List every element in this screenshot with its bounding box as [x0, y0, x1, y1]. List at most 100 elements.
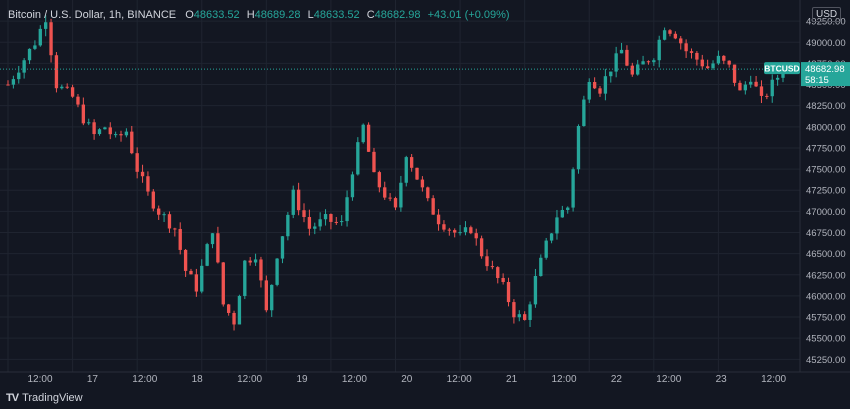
candle-body	[711, 63, 715, 69]
candle-body	[334, 221, 338, 223]
candle-body	[399, 182, 403, 208]
close-value: 48682.98	[374, 9, 421, 21]
candle-body	[598, 88, 602, 94]
candle-body	[140, 171, 145, 177]
candle-body	[17, 72, 21, 80]
candle-body	[157, 208, 161, 215]
price-tick-label: 47750.00	[806, 143, 846, 154]
tradingview-logo-icon: TV	[6, 392, 19, 404]
candle-body	[587, 82, 591, 100]
candle-body	[200, 265, 204, 292]
candle-body	[119, 134, 123, 136]
time-tick-label: 20	[401, 374, 413, 385]
candle-body	[775, 77, 780, 80]
candle-body	[705, 66, 710, 69]
candle-body	[657, 39, 661, 61]
candle-body	[646, 61, 651, 63]
candle-body	[135, 153, 139, 172]
candle-body	[237, 295, 242, 325]
change-value: +43.01 (+0.09%)	[427, 9, 510, 21]
price-tick-label: 45250.00	[806, 355, 846, 366]
candle-body	[108, 127, 112, 135]
time-tick-label: 23	[716, 374, 728, 385]
time-tick-label: 18	[192, 374, 204, 385]
candle-body	[522, 314, 527, 320]
candle-body	[167, 214, 172, 229]
candle-body	[689, 51, 694, 53]
candle-body	[372, 151, 376, 173]
time-tick-label: 12:00	[761, 374, 786, 385]
candle-body	[22, 60, 26, 73]
candle-body	[636, 64, 640, 75]
candle-body	[738, 82, 742, 91]
symbol-tag-label: BTCUSD	[764, 64, 799, 74]
time-tick-label: 12:00	[27, 374, 52, 385]
price-axis: 45250.00 45500.00 45750.00 46000.00 46250.00…	[799, 0, 846, 372]
candle-body	[727, 60, 731, 65]
symbol-legend: Bitcoin / U.S. Dollar, 1h, BINANCE O4863…	[8, 8, 514, 22]
candle-body	[539, 257, 543, 276]
candle-body	[65, 86, 69, 88]
time-tick-label: 12:00	[656, 374, 681, 385]
candle-body	[221, 262, 225, 305]
candle-body	[103, 127, 107, 130]
currency-button[interactable]: USD	[812, 7, 842, 22]
symbol-title: Bitcoin / U.S. Dollar, 1h, BINANCE	[8, 9, 177, 21]
candle-body	[383, 187, 387, 198]
tradingview-logo[interactable]: TV TradingView	[6, 392, 83, 404]
candle-body	[97, 129, 102, 135]
candle-body	[458, 232, 462, 234]
candle-body	[743, 84, 747, 91]
candle-body	[318, 219, 322, 227]
candle-body	[92, 122, 96, 135]
candle-body	[614, 53, 618, 72]
candle-body	[431, 198, 435, 215]
candles-layer	[6, 15, 785, 331]
candle-body	[668, 30, 672, 34]
candle-body	[243, 260, 247, 296]
candle-body	[765, 95, 769, 97]
candle-body	[361, 124, 365, 143]
candle-body	[264, 280, 269, 311]
candle-body	[609, 71, 613, 77]
candle-body	[270, 284, 274, 311]
candle-body	[749, 81, 753, 85]
candle-body	[630, 65, 634, 75]
price-tick-label: 49000.00	[806, 38, 846, 49]
candle-body	[625, 49, 629, 66]
candle-body	[679, 38, 683, 44]
candle-body	[253, 259, 258, 263]
high-label: H	[246, 9, 255, 21]
time-tick-label: 12:00	[342, 374, 367, 385]
candle-body	[259, 259, 263, 281]
price-tick-label: 45500.00	[806, 334, 846, 345]
candle-body	[189, 270, 193, 275]
open-value: 48633.52	[193, 9, 240, 21]
time-tick-label: 12:00	[551, 374, 576, 385]
candle-body	[81, 104, 86, 124]
candle-body	[345, 197, 349, 222]
candle-body	[60, 86, 64, 89]
candle-body	[571, 169, 575, 208]
candle-body	[87, 122, 91, 124]
candle-body	[549, 233, 554, 241]
price-tick-label: 46250.00	[806, 270, 846, 281]
candle-body	[436, 214, 441, 225]
candle-body	[216, 233, 220, 263]
candle-body	[662, 30, 667, 40]
candle-body	[307, 217, 312, 229]
candle-body	[754, 81, 758, 87]
candle-body	[248, 260, 252, 263]
candle-body	[151, 191, 155, 209]
price-tick-label: 48250.00	[806, 101, 846, 112]
brand-name: TradingView	[22, 392, 83, 404]
price-tick-label: 46750.00	[806, 228, 846, 239]
candle-body	[178, 228, 182, 250]
price-tick-label: 47000.00	[806, 207, 846, 218]
candle-body	[528, 304, 532, 320]
candle-body	[232, 312, 236, 325]
candle-body	[275, 258, 279, 285]
candle-body	[426, 187, 430, 199]
